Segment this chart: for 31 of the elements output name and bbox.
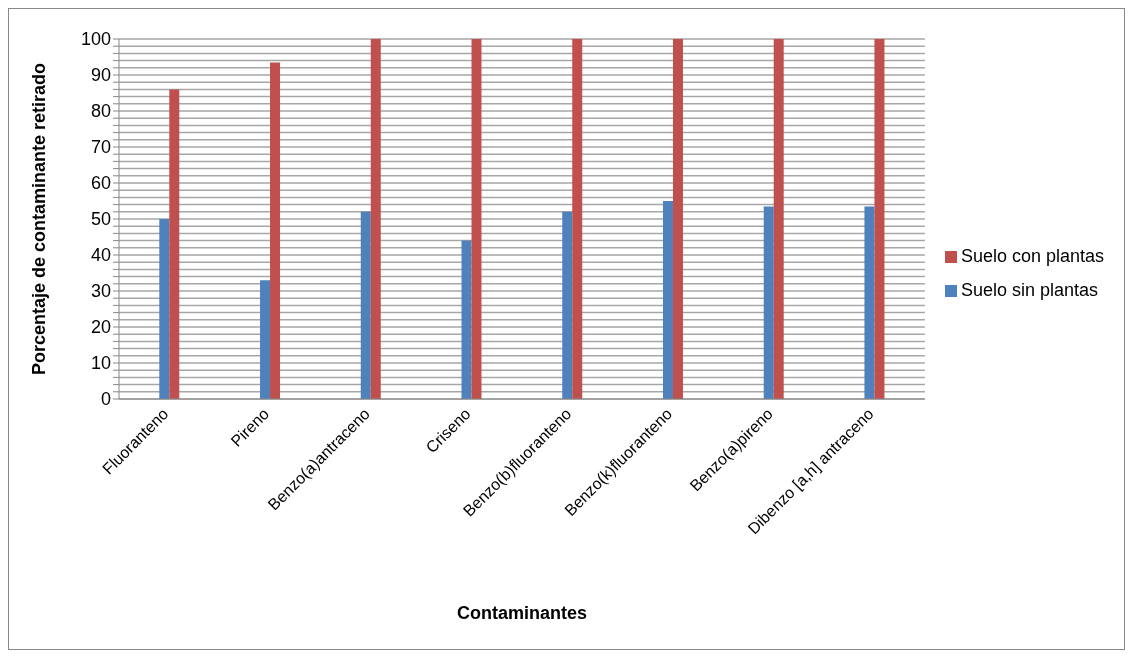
bar <box>763 206 774 399</box>
bar <box>260 280 271 399</box>
bar <box>169 89 180 399</box>
y-tick-label: 10 <box>90 353 111 374</box>
bar <box>572 39 583 399</box>
y-tick-label: 70 <box>90 137 111 158</box>
bar <box>471 39 482 399</box>
bar <box>672 39 683 399</box>
legend-label: Suelo con plantas <box>960 246 1104 266</box>
y-axis-title: Porcentaje de contaminante retirado <box>29 62 50 376</box>
bar <box>864 206 875 399</box>
y-tick-label: 30 <box>90 281 111 302</box>
y-tick-label: 90 <box>90 65 111 86</box>
bar <box>773 39 784 399</box>
bar <box>370 39 381 399</box>
bar <box>562 211 573 399</box>
bar <box>270 62 281 399</box>
legend-label: Suelo sin plantas <box>960 280 1098 300</box>
y-tick-label: 20 <box>90 317 111 338</box>
x-axis-title: Contaminantes <box>456 603 587 623</box>
y-tick-label: 100 <box>80 29 111 50</box>
bar <box>662 201 673 399</box>
bar <box>159 219 170 399</box>
bar <box>360 211 371 399</box>
y-tick-label: 60 <box>90 173 111 194</box>
y-tick-label: 80 <box>90 101 111 122</box>
bar <box>874 39 885 399</box>
bar <box>461 240 472 399</box>
y-tick-label: 40 <box>90 245 111 266</box>
y-tick-label: 50 <box>90 209 111 230</box>
y-tick-label: 0 <box>100 389 111 410</box>
